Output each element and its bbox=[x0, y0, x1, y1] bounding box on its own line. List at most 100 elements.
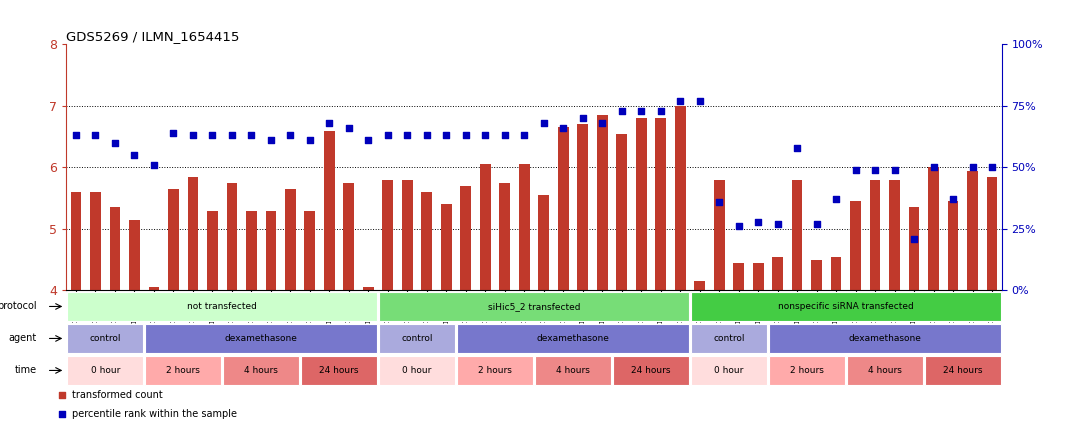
Text: control: control bbox=[90, 334, 121, 343]
Bar bbox=[145, 324, 377, 353]
Bar bbox=[616, 134, 627, 291]
Point bbox=[847, 167, 864, 173]
Point bbox=[242, 132, 260, 139]
Bar bbox=[304, 211, 315, 291]
Bar bbox=[129, 220, 140, 291]
Point bbox=[769, 221, 786, 228]
Bar bbox=[691, 292, 1001, 321]
Bar bbox=[382, 180, 393, 291]
Bar bbox=[379, 356, 455, 385]
Point bbox=[164, 129, 182, 136]
Bar bbox=[597, 115, 608, 291]
Point bbox=[282, 132, 299, 139]
Bar bbox=[909, 207, 920, 291]
Point bbox=[223, 132, 240, 139]
Text: 0 hour: 0 hour bbox=[91, 366, 120, 375]
Text: not transfected: not transfected bbox=[187, 302, 257, 311]
Text: control: control bbox=[402, 334, 433, 343]
Bar bbox=[441, 204, 452, 291]
Point bbox=[204, 132, 221, 139]
Bar bbox=[847, 356, 923, 385]
Point bbox=[653, 107, 670, 114]
Bar bbox=[363, 287, 374, 291]
Text: 4 hours: 4 hours bbox=[245, 366, 278, 375]
Point bbox=[457, 132, 474, 139]
Text: 24 hours: 24 hours bbox=[319, 366, 359, 375]
Bar bbox=[812, 260, 822, 291]
Point bbox=[750, 218, 767, 225]
Text: 2 hours: 2 hours bbox=[790, 366, 823, 375]
Point bbox=[126, 152, 143, 159]
Text: 24 hours: 24 hours bbox=[943, 366, 983, 375]
Bar bbox=[928, 168, 939, 291]
Text: 4 hours: 4 hours bbox=[868, 366, 901, 375]
Bar bbox=[379, 292, 689, 321]
Text: 24 hours: 24 hours bbox=[631, 366, 671, 375]
Point bbox=[53, 411, 70, 418]
Text: percentile rank within the sample: percentile rank within the sample bbox=[72, 409, 237, 419]
Point bbox=[672, 98, 689, 104]
Bar bbox=[457, 324, 689, 353]
Point bbox=[379, 132, 396, 139]
Text: agent: agent bbox=[9, 333, 37, 343]
Text: protocol: protocol bbox=[0, 302, 37, 311]
Text: 0 hour: 0 hour bbox=[714, 366, 743, 375]
Point bbox=[263, 137, 280, 144]
Bar bbox=[769, 356, 845, 385]
Bar bbox=[379, 324, 455, 353]
Point bbox=[866, 167, 883, 173]
Text: 0 hour: 0 hour bbox=[403, 366, 431, 375]
Point bbox=[107, 140, 124, 146]
Bar bbox=[578, 124, 588, 291]
Point bbox=[554, 125, 571, 132]
Point bbox=[964, 164, 981, 171]
Point bbox=[925, 164, 942, 171]
Point bbox=[438, 132, 455, 139]
Bar bbox=[791, 180, 802, 291]
Point bbox=[731, 223, 748, 230]
Bar bbox=[557, 127, 568, 291]
Bar bbox=[246, 211, 256, 291]
Bar bbox=[223, 356, 299, 385]
Text: 2 hours: 2 hours bbox=[478, 366, 512, 375]
Point bbox=[984, 164, 1001, 171]
Bar bbox=[691, 324, 767, 353]
Point bbox=[53, 392, 70, 398]
Bar bbox=[535, 356, 611, 385]
Bar bbox=[226, 183, 237, 291]
Text: time: time bbox=[15, 365, 37, 376]
Bar bbox=[831, 257, 842, 291]
Bar bbox=[67, 356, 143, 385]
Bar bbox=[734, 263, 744, 291]
Text: nonspecific siRNA transfected: nonspecific siRNA transfected bbox=[778, 302, 914, 311]
Bar bbox=[480, 165, 490, 291]
Point bbox=[476, 132, 493, 139]
Point bbox=[87, 132, 104, 139]
Bar bbox=[70, 192, 81, 291]
Point bbox=[516, 132, 533, 139]
Point bbox=[828, 196, 845, 203]
Bar bbox=[168, 189, 178, 291]
Bar bbox=[656, 118, 666, 291]
Text: transformed count: transformed count bbox=[72, 390, 162, 400]
Point bbox=[613, 107, 630, 114]
Bar bbox=[713, 180, 724, 291]
Bar bbox=[968, 170, 978, 291]
Point bbox=[67, 132, 84, 139]
Bar bbox=[207, 211, 218, 291]
Bar bbox=[145, 356, 221, 385]
Point bbox=[886, 167, 904, 173]
Bar bbox=[266, 211, 277, 291]
Bar bbox=[613, 356, 689, 385]
Point bbox=[788, 144, 805, 151]
Bar bbox=[324, 131, 334, 291]
Text: 4 hours: 4 hours bbox=[556, 366, 590, 375]
Point bbox=[301, 137, 318, 144]
Bar bbox=[110, 207, 121, 291]
Bar bbox=[772, 257, 783, 291]
Bar bbox=[769, 324, 1001, 353]
Point bbox=[808, 221, 826, 228]
Point bbox=[944, 196, 961, 203]
Point bbox=[691, 98, 708, 104]
Bar bbox=[850, 201, 861, 291]
